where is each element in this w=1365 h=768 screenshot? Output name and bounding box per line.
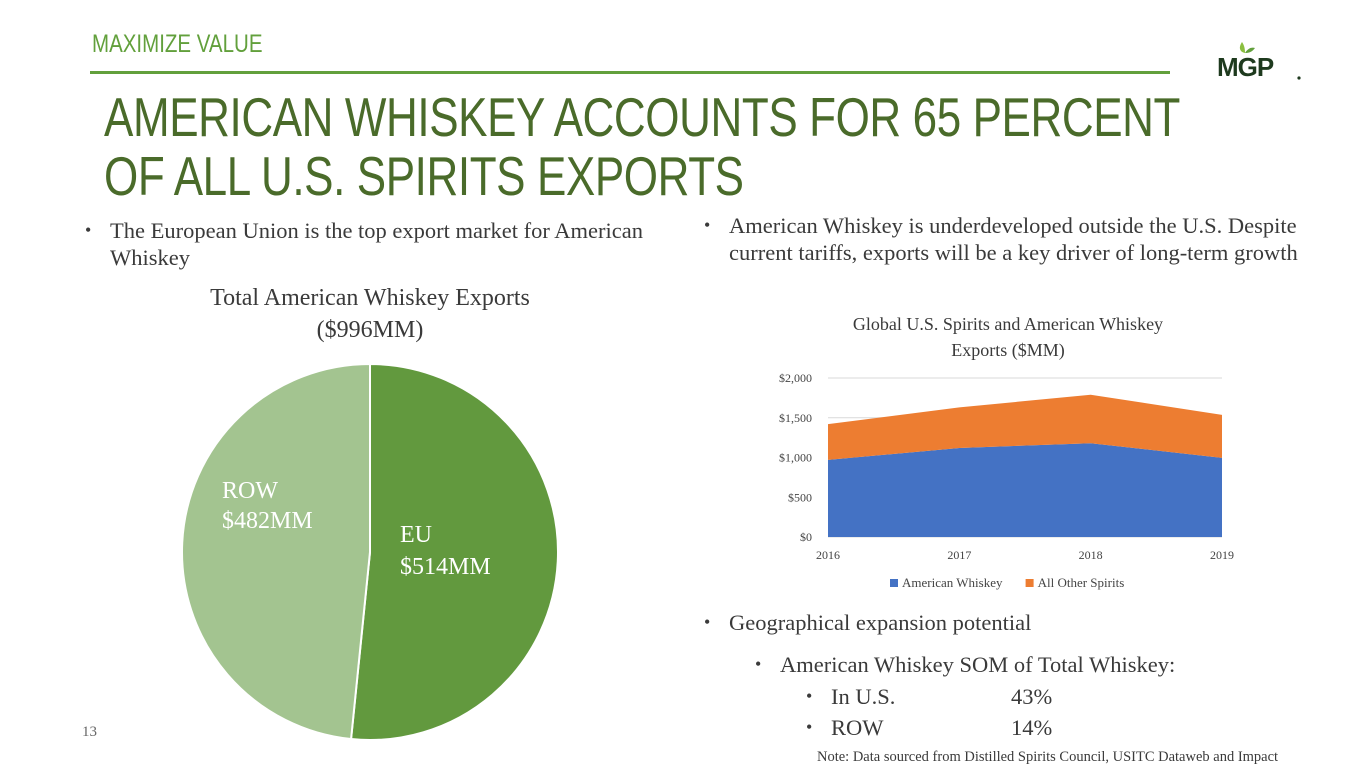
- bullet-dot: •: [704, 215, 711, 235]
- area-title-line2: Exports ($MM): [951, 340, 1065, 360]
- bullet-dot: •: [755, 654, 762, 674]
- area-series-all-other-spirits: [828, 394, 1222, 460]
- bullet-text: Geographical expansion potential: [729, 610, 1032, 635]
- page-title-line1: AMERICAN WHISKEY ACCOUNTS FOR 65 PERCENT: [104, 86, 1181, 148]
- logo-text: MGP: [1217, 52, 1274, 82]
- page-title: AMERICAN WHISKEY ACCOUNTS FOR 65 PERCENT…: [104, 88, 1180, 206]
- som-us-value: 43%: [1011, 684, 1053, 709]
- section-label: MAXIMIZE VALUE: [92, 30, 263, 58]
- pie-label-eu: EU: [400, 522, 432, 548]
- bullet-text: American Whiskey is underdeveloped outsi…: [729, 213, 1298, 265]
- source-note: Note: Data sourced from Distilled Spirit…: [817, 749, 1279, 765]
- som-row-label: ROW: [831, 715, 884, 740]
- geo-expansion-bullet: • Geographical expansion potential: [704, 609, 1329, 636]
- page-number: 13: [82, 724, 97, 740]
- som-row-bullet: • ROW 14%: [806, 714, 1131, 741]
- pie-value-row: $482MM: [222, 508, 313, 534]
- bullet-dot: •: [85, 220, 92, 240]
- pie-title-line1: Total American Whiskey Exports: [210, 285, 530, 311]
- pie-slice-row: [181, 362, 371, 741]
- bullet-dot: •: [704, 612, 711, 632]
- y-tick-label: $2,000: [779, 371, 812, 385]
- y-tick-label: $0: [800, 530, 812, 544]
- x-tick-label: 2019: [1210, 548, 1234, 562]
- area-chart-title: Global U.S. Spirits and American Whiskey…: [808, 311, 1208, 363]
- som-row-value: 14%: [1011, 715, 1053, 740]
- bullet-dot: •: [806, 686, 813, 706]
- legend-swatch-all-other-spirits: [1025, 579, 1034, 587]
- pie-chart: EU $514MM ROW $482MM: [181, 362, 559, 741]
- y-tick-label: $1,000: [779, 451, 812, 465]
- som-us-bullet: • In U.S. 43%: [806, 683, 1131, 710]
- x-tick-label: 2016: [816, 548, 840, 562]
- legend-label-all-other-spirits: All Other Spirits: [1038, 575, 1125, 590]
- pie-chart-title: Total American Whiskey Exports ($996MM): [160, 282, 580, 346]
- pie-slice-eu: [349, 362, 559, 741]
- eu-top-market-bullet: • The European Union is the top export m…: [85, 217, 670, 271]
- y-tick-label: $1,500: [779, 411, 812, 425]
- x-tick-label: 2018: [1079, 548, 1103, 562]
- company-logo: MGP: [1217, 42, 1301, 82]
- bullet-text: American Whiskey SOM of Total Whiskey:: [780, 652, 1176, 677]
- page-title-line2: OF ALL U.S. SPIRITS EXPORTS: [104, 145, 744, 207]
- pie-title-line2: ($996MM): [316, 317, 424, 343]
- legend-label-american-whiskey: American Whiskey: [902, 575, 1003, 590]
- bullet-dot: •: [806, 717, 813, 737]
- area-title-line1: Global U.S. Spirits and American Whiskey: [852, 314, 1164, 334]
- bullet-text: The European Union is the top export mar…: [110, 218, 643, 270]
- header-divider: [90, 71, 1170, 74]
- underdeveloped-bullet: • American Whiskey is underdeveloped out…: [704, 212, 1329, 266]
- x-tick-label: 2017: [947, 548, 971, 562]
- som-us-label: In U.S.: [831, 684, 896, 709]
- som-bullet: • American Whiskey SOM of Total Whiskey:: [755, 651, 1340, 678]
- pie-value-eu: $514MM: [400, 554, 491, 580]
- area-series-american-whiskey: [828, 443, 1222, 537]
- pie-label-row: ROW: [222, 478, 278, 504]
- area-chart: $0 $500 $1,000 $1,500 $2,000 2016 2017 2018 2019…: [779, 371, 1234, 590]
- y-tick-label: $500: [788, 490, 812, 504]
- legend-swatch-american-whiskey: [890, 579, 898, 587]
